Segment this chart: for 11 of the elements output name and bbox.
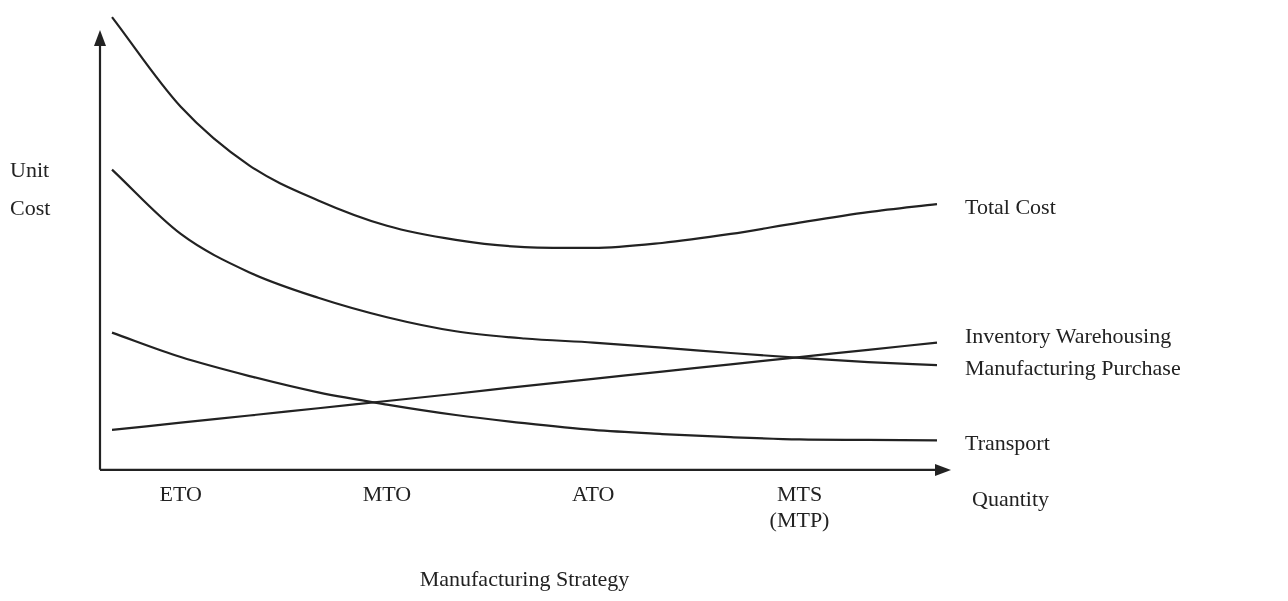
series-label: Inventory Warehousing [965,323,1172,348]
x-axis-title: Manufacturing Strategy [419,565,630,591]
x-tick-label: MTO [362,480,412,506]
x-tick-label: MTS (MTP) [769,480,830,533]
y-axis-title: Unit Cost [10,156,51,220]
x-tick-label: ATO [572,480,615,506]
series-label: Manufacturing Purchase [965,355,1181,380]
x-tick-label: ETO [159,480,202,506]
series-label: Transport [965,430,1050,456]
text: Quantity [972,485,1049,511]
series-label: Total Cost [965,193,1056,219]
